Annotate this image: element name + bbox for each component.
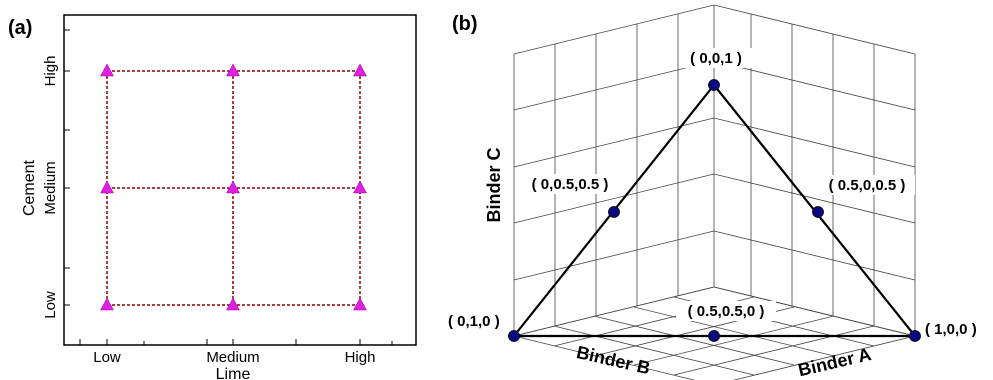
x-tick-low: Low: [93, 349, 121, 366]
x-tick-medium: Medium: [206, 349, 259, 366]
point-0-0-1: [708, 79, 720, 91]
point-label-right-mid: ( 0.5,0,0.5 ): [829, 177, 906, 194]
panel-a: (a): [8, 14, 417, 380]
marker-low-medium: [100, 180, 114, 194]
y-tick-low: Low: [42, 291, 59, 319]
panel-b: (b): [448, 4, 977, 380]
point-label-left: ( 0,1,0 ): [448, 313, 500, 330]
marker-high-low: [353, 297, 367, 311]
y-axis-title: Cement: [21, 159, 38, 216]
ternary-triangle: [511, 83, 918, 338]
point-label-bottom-mid: ( 0.5,0.5,0 ): [688, 303, 765, 320]
x-tick-high: High: [345, 349, 376, 366]
marker-low-low: [100, 297, 114, 311]
panel-a-y-ticks: [64, 29, 70, 306]
marker-high-high: [353, 63, 367, 77]
point-1-0-0: [909, 330, 921, 342]
panel-b-label: (b): [452, 13, 478, 35]
panel-a-label: (a): [8, 17, 32, 39]
panel-a-x-ticks: [79, 339, 393, 345]
point-label-right: ( 1,0,0 ): [925, 321, 977, 338]
marker-medium-low: [226, 297, 240, 311]
label-bg-bottom-mid: [676, 301, 776, 321]
marker-medium-medium: [226, 180, 240, 194]
marker-medium-high: [226, 63, 240, 77]
marker-high-medium: [353, 180, 367, 194]
label-bg-top: [680, 48, 752, 68]
point-0-1-0: [508, 330, 520, 342]
point-0-0.5-0.5: [608, 206, 620, 218]
axis-binder-c: Binder C: [484, 147, 504, 222]
x-axis-title: Lime: [216, 366, 251, 380]
y-tick-medium: Medium: [42, 161, 59, 214]
y-tick-high: High: [42, 56, 59, 87]
point-0.5-0.5-0: [708, 330, 720, 342]
point-0.5-0-0.5: [812, 206, 824, 218]
label-bg-left-mid: [522, 174, 618, 194]
panel-a-markers: [100, 63, 367, 311]
panel-a-frame: [63, 14, 417, 346]
label-bg-right-mid: [819, 175, 915, 195]
point-label-top: ( 0,0,1 ): [690, 50, 742, 67]
ternary-points: [508, 79, 921, 342]
point-label-left-mid: ( 0,0.5,0.5 ): [532, 176, 609, 193]
marker-low-high: [100, 63, 114, 77]
